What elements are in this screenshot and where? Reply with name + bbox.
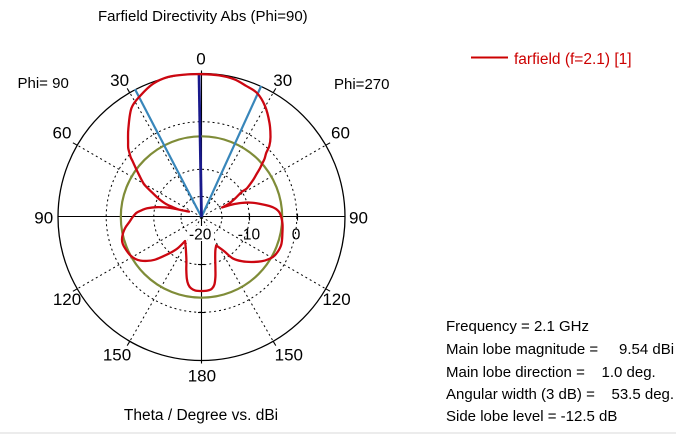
svg-text:Frequency = 2.1 GHz: Frequency = 2.1 GHz [446,318,589,335]
svg-text:Main lobe direction = 1.0 d: Main lobe direction = 1.0 deg. [446,364,656,381]
svg-text:90: 90 [349,209,368,228]
svg-text:60: 60 [331,124,350,143]
svg-text:120: 120 [53,290,81,309]
svg-text:Main lobe magnitude = 9.54: Main lobe magnitude = 9.54 dBi [446,341,674,358]
svg-text:180: 180 [188,366,216,385]
svg-text:0: 0 [292,227,301,244]
svg-text:30: 30 [273,71,292,90]
svg-text:Phi=270: Phi=270 [334,76,389,93]
svg-text:60: 60 [53,124,72,143]
svg-text:150: 150 [103,346,131,365]
svg-text:Farfield Directivity Abs (Phi=: Farfield Directivity Abs (Phi=90) [98,8,308,25]
svg-text:farfield (f=2.1) [1]: farfield (f=2.1) [1] [514,51,632,68]
svg-text:120: 120 [322,290,350,309]
svg-text:30: 30 [110,71,129,90]
svg-text:Side lobe level = -12.5 dB: Side lobe level = -12.5 dB [446,408,617,425]
svg-text:150: 150 [275,346,303,365]
svg-text:-20: -20 [189,227,212,244]
svg-text:Phi= 90: Phi= 90 [18,75,69,92]
svg-text:Angular width (3 dB) = 53.5: Angular width (3 dB) = 53.5 deg. [446,386,674,403]
svg-text:Theta / Degree vs. dBi: Theta / Degree vs. dBi [124,407,278,424]
svg-text:0: 0 [196,50,205,69]
svg-text:-10: -10 [238,227,261,244]
svg-text:90: 90 [34,209,53,228]
